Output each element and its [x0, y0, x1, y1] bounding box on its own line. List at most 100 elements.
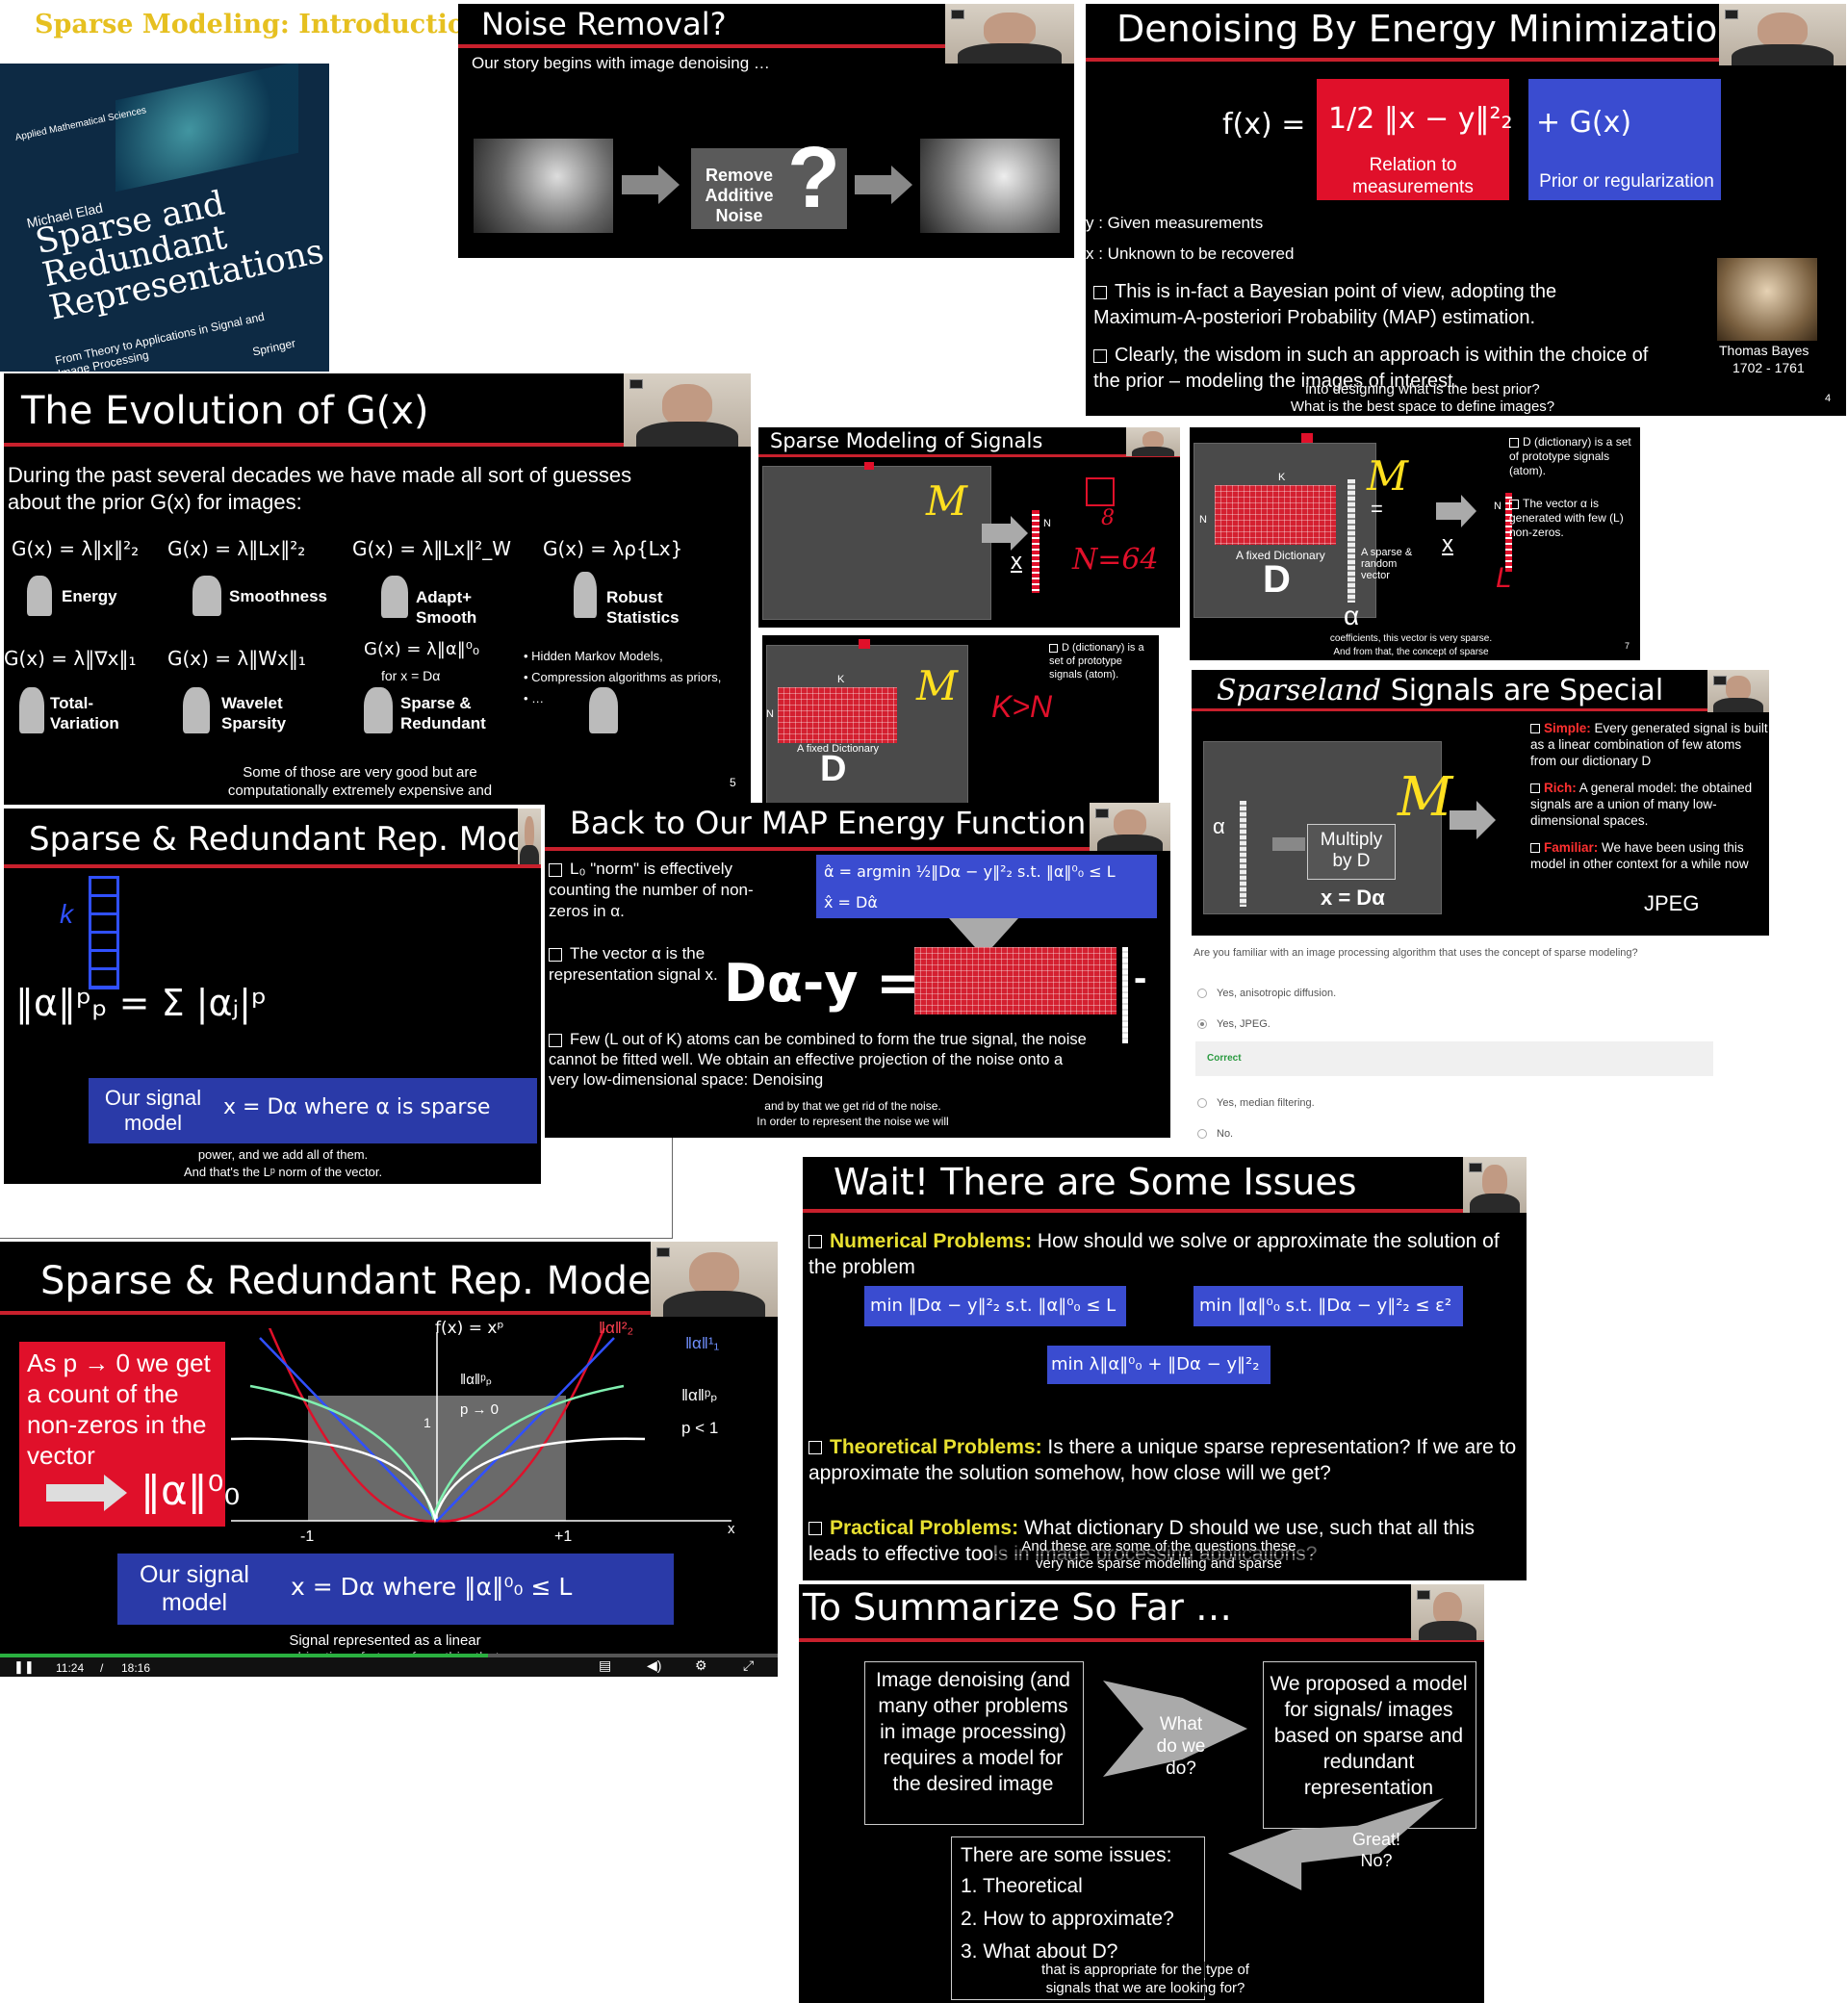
dictionary-d: D	[1263, 558, 1291, 601]
handwritten-l: L	[1496, 562, 1512, 594]
bullet-dictionary: D (dictionary) is a set of prototype sig…	[1049, 642, 1144, 681]
quiz-option-anisotropic[interactable]: Yes, anisotropic diffusion.	[1197, 988, 1336, 999]
manifold-m: M	[916, 662, 959, 709]
signal-vector	[1505, 493, 1512, 572]
bullet-compression: • Compression algorithms as priors,	[524, 670, 722, 684]
relation-box: 1/2 ‖x − y‖²₂ Relation to measurements	[1317, 79, 1513, 200]
lp-label-center: ‖α‖ᵖₚ	[460, 1372, 493, 1388]
multiply-label: Multiply by D	[1320, 830, 1383, 871]
speaker-video	[651, 1242, 778, 1317]
l1-label: ‖α‖¹₁	[685, 1334, 720, 1352]
slide-rep-modeling-1: Sparse & Redundant Rep. Modeling k ‖α‖ᵖₚ…	[4, 809, 541, 1184]
caption-line-2: And that's the Lᵖ norm of the vector.	[183, 1165, 383, 1179]
multiply-box	[1307, 824, 1396, 880]
plus-one-label: +1	[554, 1528, 573, 1545]
slide-dictionary: K N A fixed Dictionary D α M = A sparse …	[1190, 427, 1640, 660]
slide-energy-minimization: Denoising By Energy Minimization f(x) = …	[1086, 4, 1846, 416]
problem-numerical: Numerical Problems: How should we solve …	[808, 1230, 1500, 1278]
caption-line-2: In order to represent the noise we will	[757, 1115, 949, 1128]
bullet-dictionary: D (dictionary) is a set of prototype sig…	[1509, 435, 1631, 477]
summary-box-2-text: We proposed a model for signals/ images …	[1270, 1673, 1468, 1799]
bullet-simple: Simple: Every generated signal is built …	[1530, 721, 1768, 768]
pause-icon[interactable]: ❚❚	[13, 1659, 35, 1674]
bullet-l0-norm: L₀ "norm" is effectively counting the nu…	[549, 860, 754, 920]
sparse-vector	[1240, 801, 1246, 907]
slide-evolution-gx: The Evolution of G(x) During the past se…	[4, 373, 751, 805]
total-time: 18:16	[121, 1661, 151, 1675]
slide-title: Sparse & Redundant Rep. Modeling	[40, 1259, 722, 1303]
signal-vector	[1032, 510, 1040, 593]
prior-formula-tv: G(x) = λ‖∇x‖₁	[4, 647, 137, 670]
issue-3: 3. What about D?	[961, 1940, 1118, 1963]
captions-icon[interactable]: ▤	[599, 1657, 612, 1673]
slide-sparse-modeling-signals: Sparse Modeling of Signals M N x 8 N=64	[758, 427, 1180, 628]
quiz-option-no[interactable]: No.	[1197, 1128, 1233, 1140]
slide-title: To Summarize So Far …	[803, 1586, 1232, 1629]
evolution-figure-icon	[192, 576, 221, 616]
norm-zero-label: ‖α‖⁰₀	[141, 1467, 241, 1514]
caption-line-1: Some of those are very good but are	[243, 764, 477, 781]
summary-box-1	[864, 1661, 1084, 1825]
issues-title: There are some issues:	[961, 1844, 1172, 1866]
book-cover: Applied Mathematical Sciences Michael El…	[0, 64, 329, 372]
prior-formula-sparse: G(x) = λ‖α‖⁰₀	[364, 639, 480, 659]
one-label: 1	[424, 1415, 431, 1430]
fx-label: f(x) =	[1222, 108, 1306, 141]
slide-title: Back to Our MAP Energy Function	[570, 805, 1087, 841]
slide-title: Denoising By Energy Minimization	[1116, 8, 1741, 50]
noisy-image	[474, 139, 613, 233]
caption-line-2: And from that, the concept of sparse	[1333, 647, 1489, 657]
book-publisher: Springer	[251, 336, 297, 359]
speaker-video	[1126, 427, 1180, 456]
remove-noise-label: Remove Additive Noise	[705, 166, 774, 225]
evolution-figure-icon	[589, 687, 618, 733]
formula-box: α̂ = argmin ½‖Dα − y‖²₂ s.t. ‖α‖⁰₀ ≤ L x…	[816, 855, 1157, 918]
slide-title: Wait! There are Some Issues	[834, 1161, 1357, 1203]
handwritten-8: 8	[1101, 506, 1115, 530]
page-number: 5	[730, 776, 736, 789]
slide-issues: Wait! There are Some Issues Numerical Pr…	[803, 1157, 1527, 1580]
volume-icon[interactable]: ◀)	[647, 1657, 662, 1673]
minus-one-label: -1	[300, 1528, 315, 1545]
caption-line-2: What is the best space to define images?	[1290, 398, 1555, 415]
handwritten-k: k	[60, 899, 73, 929]
slide-sparseland: Sparseland Signals are Special α Multipl…	[1192, 670, 1769, 936]
speaker-video	[1707, 670, 1769, 712]
signal-space-box	[762, 466, 991, 620]
issue-2: 2. How to approximate?	[961, 1908, 1174, 1930]
big-formula: Dα-y =	[724, 953, 920, 1014]
prior-formula-smoothness: G(x) = λ‖Lx‖²₂	[167, 537, 306, 560]
clean-image	[920, 139, 1060, 233]
quiz-option-median[interactable]: Yes, median filtering.	[1197, 1097, 1315, 1109]
x-label: x	[1011, 549, 1022, 575]
bullet-vector: The vector α is generated with few (L) n…	[1509, 497, 1624, 539]
slide-title: Noise Removal?	[481, 6, 727, 42]
quiz-option-jpeg[interactable]: Yes, JPEG.	[1197, 1018, 1270, 1030]
caption-line-1: power, and we add all of them.	[197, 1147, 369, 1162]
caption-line-1: and by that we get rid of the noise.	[764, 1099, 941, 1113]
formula-box-3: min λ‖α‖⁰₀ + ‖Dα − y‖²₂	[1047, 1346, 1270, 1384]
arrow-icon	[622, 175, 658, 194]
video-progress-bar[interactable]	[0, 1654, 778, 1657]
caption-line-2: very nice sparse modelling and sparse	[995, 1555, 1322, 1572]
handwritten-k-gt-n: K>N	[991, 689, 1053, 724]
current-time: 11:24	[56, 1661, 85, 1675]
bayes-years: 1702 - 1761	[1732, 360, 1805, 375]
sparse-vector	[1348, 479, 1355, 603]
evolution-figure-icon	[364, 687, 393, 733]
quiz-question: Are you familiar with an image processin…	[1194, 947, 1638, 959]
speaker-video	[1090, 803, 1170, 851]
y-definition: y : Given measurements	[1086, 214, 1264, 232]
fullscreen-icon[interactable]: ⤢	[743, 1657, 755, 1673]
settings-gear-icon[interactable]: ⚙	[695, 1657, 707, 1673]
bullet-rich: Rich: A general model: the obtained sign…	[1530, 781, 1753, 828]
bullet-more: • …	[524, 691, 545, 706]
slide-title: The Evolution of G(x)	[21, 389, 429, 433]
book-header: Sparse Modeling: Introduction	[35, 10, 484, 39]
dictionary-matrix	[914, 947, 1116, 1014]
handwritten-vector	[89, 876, 119, 989]
bayes-name: Thomas Bayes	[1719, 343, 1810, 358]
arrow-icon	[1450, 810, 1476, 830]
bullet-map: This is in-fact a Bayesian point of view…	[1093, 281, 1557, 328]
handwritten-annotation	[1086, 477, 1115, 506]
